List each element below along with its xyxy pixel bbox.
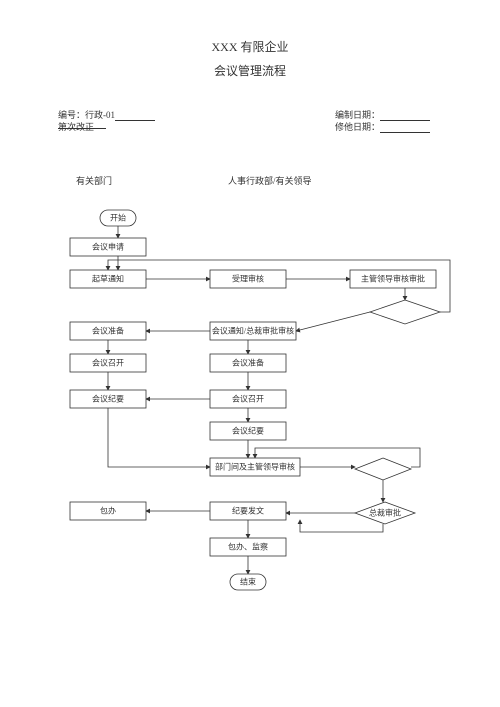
node-label: 主管领导审核审批: [361, 274, 425, 284]
node-label: 会议通知/总裁审批审核: [212, 326, 294, 336]
node-end: 结束: [230, 574, 266, 590]
node-label: 会议申请: [92, 242, 124, 252]
node-label: 会议召开: [232, 394, 264, 404]
node-label: 起草通知: [92, 274, 124, 284]
node-min2: 会议纪要: [210, 422, 286, 440]
node-label: 总裁审批: [369, 508, 401, 518]
node-super: 包办、监察: [210, 538, 286, 556]
node-accept: 受理审核: [210, 270, 286, 288]
edge: [108, 408, 210, 467]
node-label: 受理审核: [232, 274, 264, 284]
node-dept: 部门间及主管领导审核: [210, 458, 300, 476]
node-label: 会议准备: [232, 358, 264, 368]
edge: [296, 312, 370, 331]
node-label: 会议准备: [92, 326, 124, 336]
node-prep2: 会议准备: [210, 354, 286, 372]
node-label: 会议纪要: [232, 426, 264, 436]
node-apply: 会议申请: [70, 238, 146, 256]
node-prep1: 会议准备: [70, 322, 146, 340]
node-label: 纪要发文: [232, 506, 264, 516]
page: XXX 有限企业 会议管理流程 编号：行政-01 第次改正 编制日期： 修他日期…: [0, 0, 500, 707]
flowchart-svg: 开始会议申请起草通知受理审核主管领导审核审批会议通知/总裁审批审核会议准备会议准…: [0, 0, 500, 707]
node-label: 包办: [100, 506, 116, 516]
nodes-group: 开始会议申请起草通知受理审核主管领导审核审批会议通知/总裁审批审核会议准备会议准…: [70, 210, 440, 590]
edge: [300, 520, 383, 532]
node-mgrappr: 主管领导审核审批: [350, 270, 436, 288]
node-notice: 会议通知/总裁审批审核: [210, 322, 296, 340]
node-d1: [370, 300, 440, 324]
node-hold1: 会议召开: [70, 354, 146, 372]
node-label: 包办、监察: [228, 542, 268, 552]
node-start: 开始: [100, 210, 136, 226]
node-label: 开始: [110, 213, 126, 223]
node-d2: [355, 458, 411, 480]
node-min1: 会议纪要: [70, 390, 146, 408]
node-d3: 总裁审批: [355, 502, 415, 524]
node-label: 结束: [240, 577, 256, 587]
node-hold2: 会议召开: [210, 390, 286, 408]
node-issue: 纪要发文: [210, 502, 286, 520]
node-label: 会议召开: [92, 358, 124, 368]
node-draft: 起草通知: [70, 270, 146, 288]
node-handle: 包办: [70, 502, 146, 520]
node-label: 部门间及主管领导审核: [215, 462, 295, 472]
node-label: 会议纪要: [92, 394, 124, 404]
